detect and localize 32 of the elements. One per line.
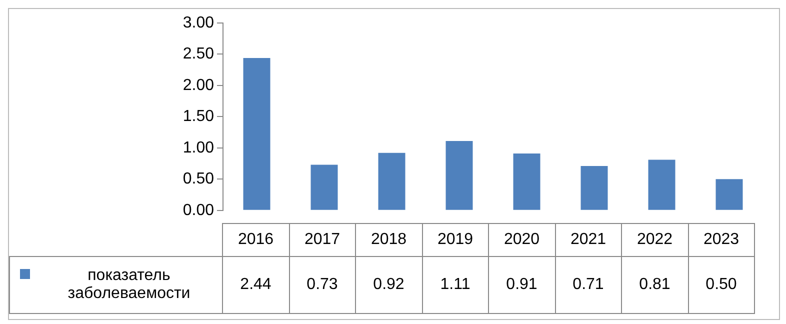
x-tick-label: 2019 [422, 223, 489, 257]
y-tick-label: 0.00 [182, 202, 214, 219]
data-label: 2.44 [222, 256, 290, 314]
y-tick-label: 0.50 [182, 170, 214, 188]
data-label: 0.50 [688, 256, 755, 314]
x-tick-label: 2017 [288, 223, 356, 257]
bar [378, 152, 406, 210]
y-tick-label: 1.50 [182, 108, 214, 126]
bar [446, 141, 473, 210]
x-tick-label: 2020 [488, 223, 556, 257]
y-tick-label: 2.50 [182, 46, 214, 63]
x-tick-label: 2021 [554, 223, 622, 257]
bar [310, 164, 338, 210]
bar [648, 160, 676, 210]
x-tick-label: 2023 [688, 223, 755, 257]
y-tick-label: 1.00 [182, 139, 214, 156]
bar [580, 166, 608, 210]
text: показатель заболеваемости [66, 267, 192, 303]
data-label: 0.92 [355, 256, 422, 314]
data-label: 0.91 [488, 256, 556, 314]
bar [513, 154, 540, 210]
x-tick-label: 2022 [621, 223, 688, 257]
bar [716, 179, 743, 210]
data-label: 0.71 [554, 256, 622, 314]
data-label: 0.81 [621, 256, 688, 314]
x-tick-label: 2016 [222, 223, 290, 257]
bar [243, 58, 270, 210]
x-tick-label: 2018 [355, 223, 422, 257]
y-tick-label: 2.00 [182, 76, 214, 94]
y-tick-label: 3.00 [182, 14, 214, 32]
data-label: 1.11 [422, 256, 489, 314]
data-label: 0.73 [288, 256, 356, 314]
